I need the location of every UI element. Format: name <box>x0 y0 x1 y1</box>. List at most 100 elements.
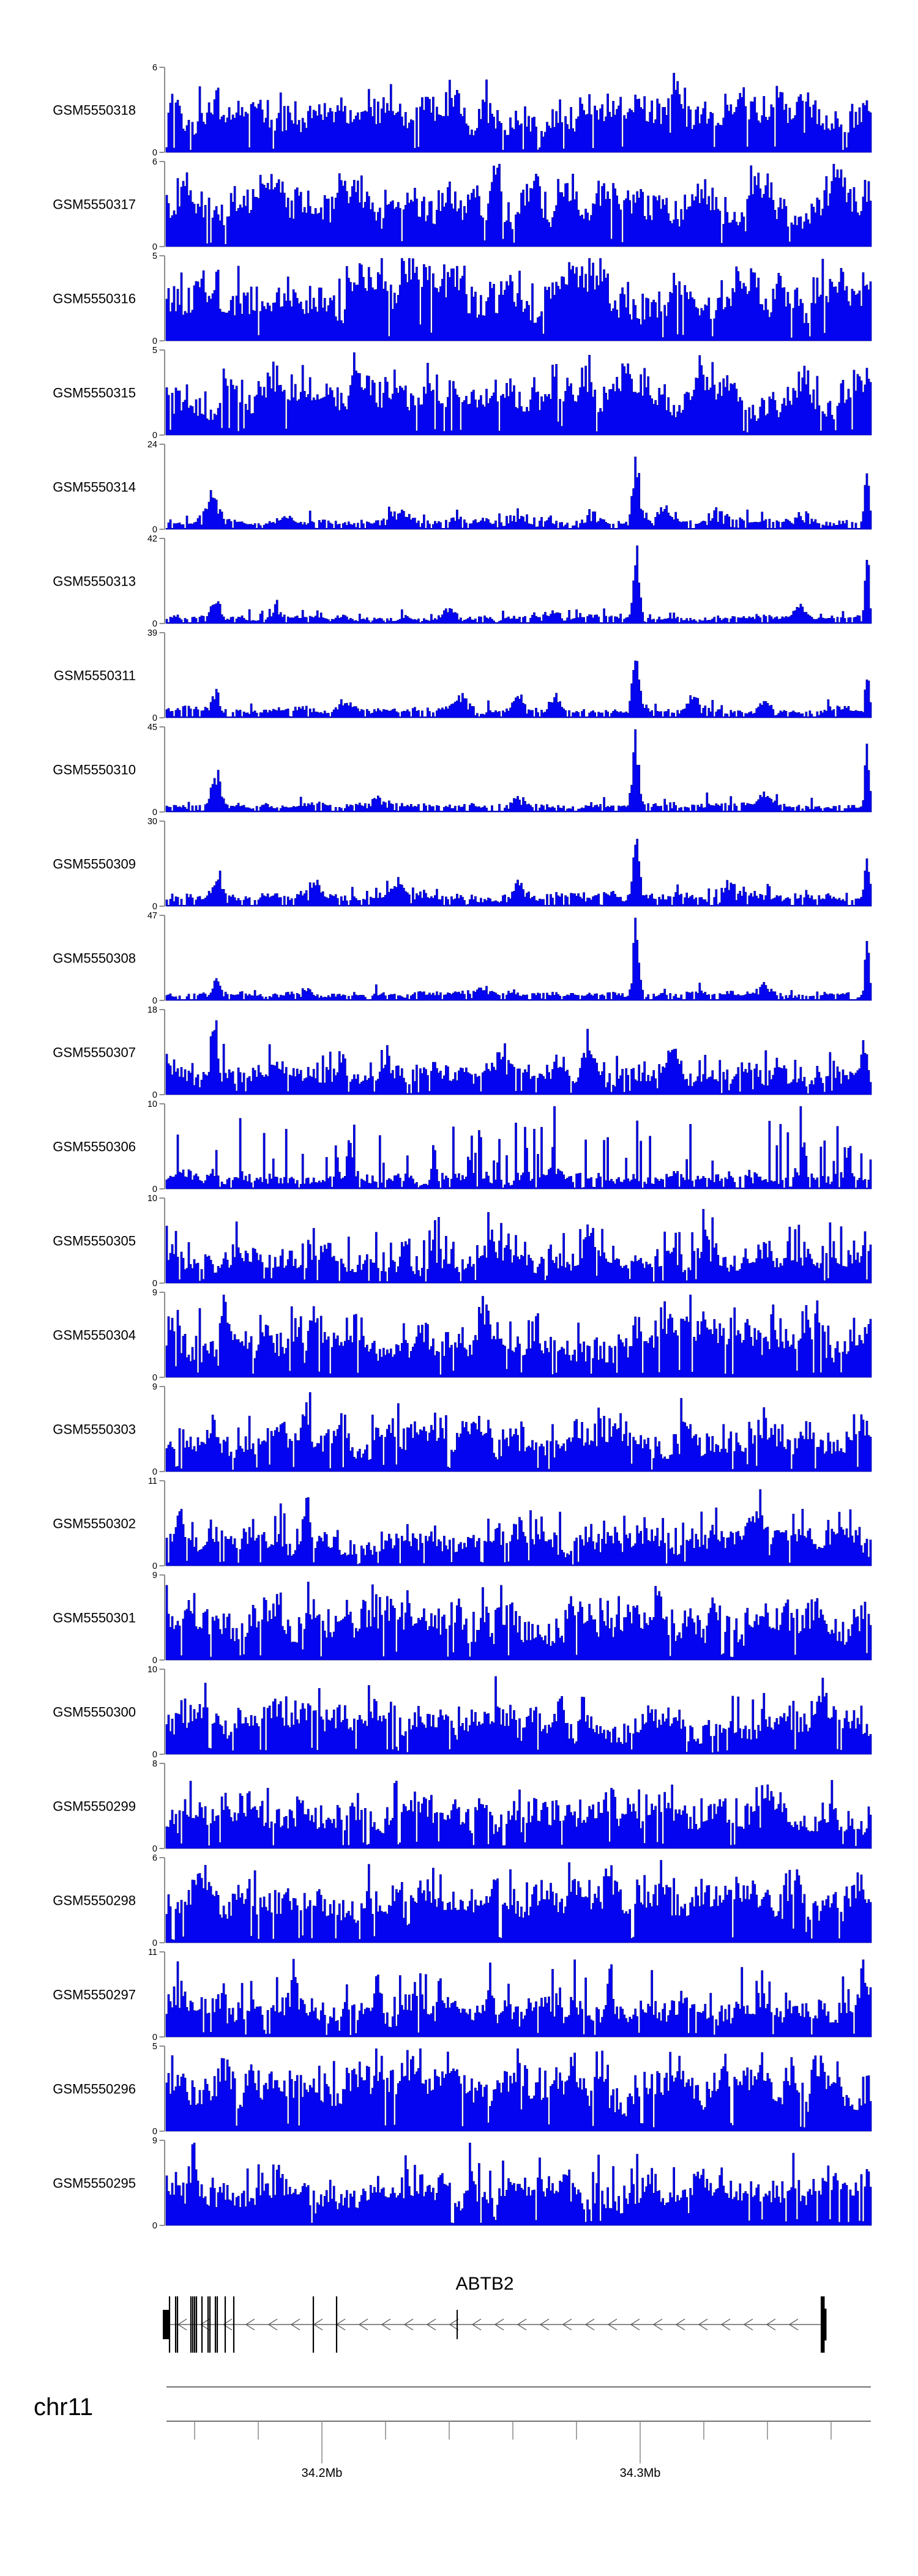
strand-left-arrow-icon <box>652 2318 663 2331</box>
signal-track-GSM5550295: 9 0 GSM5550295 <box>53 2136 872 2231</box>
track-name-label: GSM5550302 <box>53 1516 136 1532</box>
signal-track-GSM5550311: 39 0 GSM5550311 <box>54 628 872 723</box>
track-name-label: GSM5550310 <box>53 762 136 778</box>
coverage-histogram <box>165 1676 872 1755</box>
track-ymin-label: 0 <box>152 619 157 629</box>
exon-line <box>201 2296 203 2353</box>
track-y-axis <box>159 915 165 1001</box>
strand-left-arrow-icon <box>720 2318 731 2331</box>
track-ymax-label: 10 <box>147 1100 157 1109</box>
strand-left-arrow-icon <box>584 2318 595 2331</box>
utr-box <box>163 2310 170 2339</box>
coverage-histogram <box>165 73 872 153</box>
track-y-axis <box>159 1480 165 1566</box>
coverage-histogram <box>165 1208 872 1284</box>
signal-track-GSM5550304: 9 0 GSM5550304 <box>53 1288 872 1383</box>
exon-line <box>312 2296 315 2353</box>
exon-line <box>224 2296 226 2353</box>
signal-track-GSM5550307: 18 0 GSM5550307 <box>53 1005 872 1100</box>
track-ymin-label: 0 <box>152 431 157 441</box>
track-y-axis <box>159 1103 165 1189</box>
strand-left-arrow-icon <box>200 2318 210 2331</box>
coverage-histogram <box>165 258 872 341</box>
coverage-histogram <box>165 1020 872 1095</box>
track-ymin-label: 0 <box>152 1562 157 1571</box>
exon-line <box>174 2296 177 2353</box>
chromosome-label: chr11 <box>34 2394 93 2421</box>
exon-line-short <box>457 2310 458 2339</box>
signal-track-GSM5550296: 5 0 GSM5550296 <box>53 2042 872 2137</box>
coverage-histogram <box>165 1106 872 1189</box>
exon-line <box>192 2296 194 2353</box>
signal-track-GSM5550303: 9 0 GSM5550303 <box>53 1382 872 1477</box>
track-ymin-label: 0 <box>152 1938 157 1948</box>
track-y-axis <box>159 1009 165 1095</box>
signal-track-GSM5550309: 30 0 GSM5550309 <box>53 817 872 912</box>
strand-left-arrow-icon <box>788 2318 799 2331</box>
track-y-axis <box>159 161 165 247</box>
strand-left-arrow-icon <box>494 2318 504 2331</box>
strand-left-arrow-icon <box>766 2318 776 2331</box>
track-y-axis <box>159 1386 165 1472</box>
ruler-coordinate-label: 34.3Mb <box>620 2466 661 2480</box>
track-name-label: GSM5550295 <box>53 2176 136 2191</box>
track-ymax-label: 47 <box>147 911 157 921</box>
coverage-histogram <box>165 1294 872 1378</box>
track-ymin-label: 0 <box>152 1090 157 1100</box>
strand-left-arrow-icon <box>517 2318 527 2331</box>
track-ymax-label: 24 <box>147 440 157 450</box>
track-name-label: GSM5550305 <box>53 1234 136 1249</box>
track-ymin-label: 0 <box>152 2221 157 2231</box>
signal-track-GSM5550313: 42 0 GSM5550313 <box>53 534 872 629</box>
track-y-axis <box>159 632 165 718</box>
track-ymax-label: 6 <box>152 157 157 167</box>
exon-line <box>233 2296 235 2353</box>
coverage-histogram <box>165 1780 872 1849</box>
track-name-label: GSM5550314 <box>53 480 136 495</box>
track-name-label: GSM5550297 <box>53 1987 136 2003</box>
track-ymax-label: 9 <box>152 2136 157 2146</box>
track-ymin-label: 0 <box>152 1279 157 1289</box>
track-ymin-label: 0 <box>152 148 157 158</box>
track-name-label: GSM5550318 <box>53 103 136 118</box>
coverage-histogram <box>165 838 872 907</box>
ruler-coordinate-label: 34.2Mb <box>302 2466 343 2480</box>
strand-left-arrow-icon <box>471 2318 482 2331</box>
track-ymin-label: 0 <box>152 2033 157 2042</box>
strand-left-arrow-icon <box>426 2318 436 2331</box>
track-ymax-label: 11 <box>148 1948 157 1957</box>
track-y-axis <box>159 1951 165 2038</box>
track-ymin-label: 0 <box>152 902 157 912</box>
strand-left-arrow-icon <box>449 2318 459 2331</box>
track-ymin-label: 0 <box>152 713 157 723</box>
track-ymin-label: 0 <box>152 996 157 1006</box>
coverage-histogram <box>165 456 872 530</box>
signal-track-GSM5550301: 9 0 GSM5550301 <box>53 1571 872 1666</box>
signal-track-GSM5550310: 45 0 GSM5550310 <box>53 723 872 817</box>
track-ymax-label: 11 <box>148 1476 157 1486</box>
exon-line <box>193 2296 196 2353</box>
track-name-label: GSM5550296 <box>53 2082 136 2097</box>
signal-track-GSM5550315: 5 0 GSM5550315 <box>53 346 872 441</box>
strand-left-arrow-icon <box>698 2318 708 2331</box>
track-name-label: GSM5550300 <box>53 1705 136 1720</box>
strand-left-arrow-icon <box>290 2318 300 2331</box>
exon-line <box>176 2296 179 2353</box>
track-ymax-label: 6 <box>152 1853 157 1863</box>
track-ymax-label: 42 <box>147 534 157 544</box>
track-ymin-label: 0 <box>152 1373 157 1383</box>
strand-left-arrow-icon <box>222 2318 233 2331</box>
coverage-histogram <box>165 2142 872 2226</box>
track-ymax-label: 9 <box>152 1571 157 1580</box>
track-name-label: GSM5550317 <box>53 197 136 212</box>
track-y-axis <box>159 2046 165 2132</box>
signal-track-GSM5550299: 8 0 GSM5550299 <box>53 1759 872 1854</box>
signal-track-GSM5550317: 6 0 GSM5550317 <box>53 157 872 252</box>
signal-track-GSM5550314: 24 0 GSM5550314 <box>53 440 872 535</box>
signal-track-GSM5550298: 6 0 GSM5550298 <box>53 1853 872 1948</box>
track-ymin-label: 0 <box>152 808 157 817</box>
track-name-label: GSM5550316 <box>53 291 136 307</box>
strand-left-arrow-icon <box>539 2318 550 2331</box>
coverage-histogram <box>165 1859 872 1943</box>
track-ymin-label: 0 <box>152 242 157 252</box>
